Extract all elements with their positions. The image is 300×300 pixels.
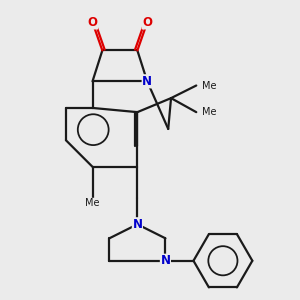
Text: Me: Me (202, 107, 216, 117)
Text: N: N (142, 75, 152, 88)
Text: O: O (88, 16, 98, 29)
Text: Me: Me (202, 80, 216, 91)
Text: N: N (132, 218, 142, 231)
Text: O: O (142, 16, 152, 29)
Text: Me: Me (85, 198, 100, 208)
Text: N: N (160, 254, 170, 267)
